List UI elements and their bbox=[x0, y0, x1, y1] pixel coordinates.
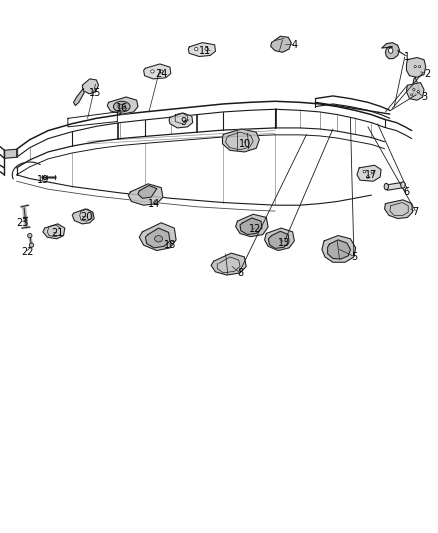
Ellipse shape bbox=[363, 171, 366, 173]
Text: 4: 4 bbox=[291, 41, 297, 50]
Text: 17: 17 bbox=[365, 170, 378, 180]
Polygon shape bbox=[188, 43, 215, 56]
Polygon shape bbox=[145, 228, 170, 248]
Polygon shape bbox=[268, 231, 289, 248]
Polygon shape bbox=[43, 224, 65, 239]
Polygon shape bbox=[128, 184, 163, 205]
Text: 14: 14 bbox=[148, 199, 160, 208]
Ellipse shape bbox=[118, 104, 126, 109]
Ellipse shape bbox=[418, 66, 420, 68]
Text: 8: 8 bbox=[237, 268, 243, 278]
Polygon shape bbox=[72, 209, 94, 224]
Polygon shape bbox=[328, 240, 350, 259]
Text: 13: 13 bbox=[278, 238, 290, 247]
Text: 7: 7 bbox=[412, 207, 418, 217]
Polygon shape bbox=[211, 253, 246, 275]
Ellipse shape bbox=[113, 101, 130, 112]
Ellipse shape bbox=[389, 48, 393, 53]
Text: 18: 18 bbox=[164, 240, 176, 250]
Polygon shape bbox=[169, 113, 193, 128]
Text: 2: 2 bbox=[424, 69, 430, 78]
Ellipse shape bbox=[384, 183, 389, 190]
Text: 23: 23 bbox=[17, 218, 29, 228]
Text: 5: 5 bbox=[351, 252, 357, 262]
Text: 22: 22 bbox=[21, 247, 33, 256]
Polygon shape bbox=[223, 129, 259, 152]
Polygon shape bbox=[322, 236, 356, 262]
Polygon shape bbox=[271, 36, 291, 52]
Text: 1: 1 bbox=[404, 52, 410, 62]
Ellipse shape bbox=[417, 91, 419, 93]
Text: 6: 6 bbox=[403, 187, 410, 197]
Polygon shape bbox=[236, 214, 268, 237]
Polygon shape bbox=[240, 218, 262, 235]
Polygon shape bbox=[82, 79, 99, 94]
Polygon shape bbox=[144, 64, 171, 79]
Text: 10: 10 bbox=[239, 139, 251, 149]
Text: 19: 19 bbox=[37, 175, 49, 185]
Polygon shape bbox=[382, 43, 399, 59]
Polygon shape bbox=[265, 228, 294, 251]
Polygon shape bbox=[385, 200, 413, 219]
Polygon shape bbox=[107, 97, 138, 114]
Polygon shape bbox=[386, 182, 404, 190]
Text: 24: 24 bbox=[155, 69, 167, 78]
Text: 16: 16 bbox=[116, 103, 128, 112]
Text: 3: 3 bbox=[421, 92, 427, 102]
Ellipse shape bbox=[28, 233, 32, 238]
Text: 12: 12 bbox=[249, 224, 261, 234]
Ellipse shape bbox=[367, 176, 369, 178]
Ellipse shape bbox=[155, 236, 162, 242]
Polygon shape bbox=[406, 83, 424, 100]
Text: 11: 11 bbox=[199, 46, 211, 55]
Ellipse shape bbox=[414, 66, 416, 68]
Ellipse shape bbox=[159, 70, 163, 73]
Ellipse shape bbox=[194, 47, 198, 51]
Ellipse shape bbox=[205, 47, 208, 51]
Text: 21: 21 bbox=[52, 229, 64, 238]
Ellipse shape bbox=[401, 182, 405, 188]
Text: 9: 9 bbox=[180, 117, 186, 126]
Ellipse shape bbox=[29, 243, 34, 247]
Text: 20: 20 bbox=[81, 213, 93, 222]
Ellipse shape bbox=[410, 94, 413, 96]
Polygon shape bbox=[139, 223, 176, 251]
Polygon shape bbox=[4, 149, 17, 158]
Ellipse shape bbox=[151, 70, 154, 73]
Ellipse shape bbox=[371, 171, 374, 173]
Polygon shape bbox=[138, 185, 157, 198]
Ellipse shape bbox=[413, 88, 415, 91]
Polygon shape bbox=[413, 77, 420, 95]
Text: 15: 15 bbox=[89, 88, 102, 98]
Polygon shape bbox=[406, 58, 426, 77]
Polygon shape bbox=[74, 88, 84, 106]
Polygon shape bbox=[357, 165, 381, 181]
